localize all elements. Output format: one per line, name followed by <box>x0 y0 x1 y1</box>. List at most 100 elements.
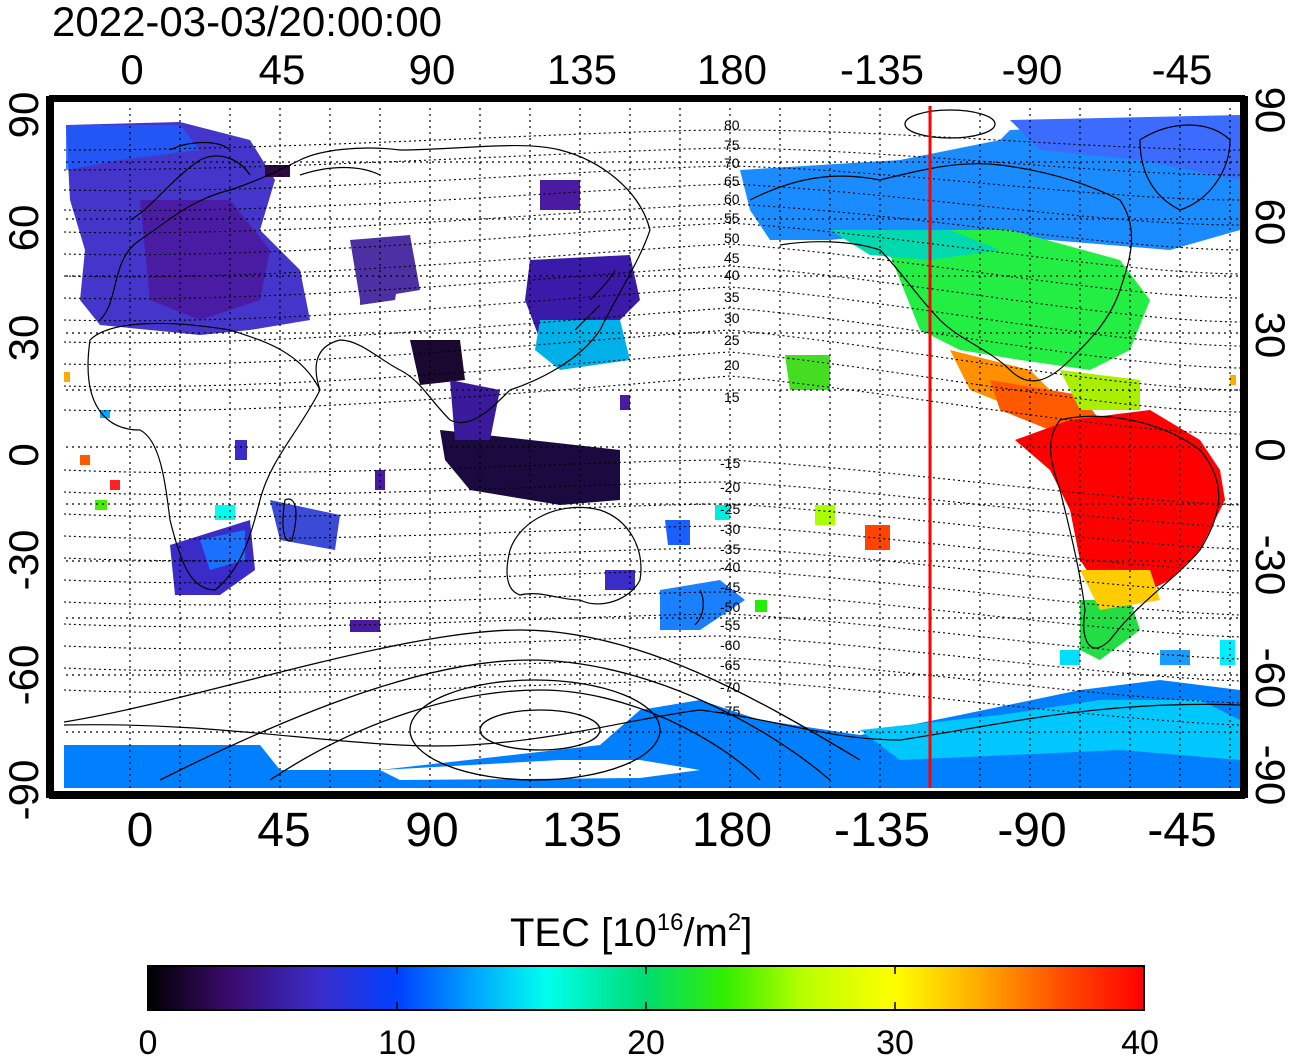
lon-tick-label: 0 <box>120 46 143 93</box>
lon-tick-label: 135 <box>547 46 617 93</box>
contour-label: 15 <box>724 389 740 405</box>
colorbar-label: TEC [1016/m2] <box>510 909 752 955</box>
tec-region-hawaii <box>785 355 830 390</box>
tec-region-malaysia <box>450 380 500 440</box>
lon-tick-label: 45 <box>259 46 306 93</box>
tec-region-siberia <box>350 235 420 305</box>
lat-tick-label: 60 <box>0 205 47 252</box>
lat-tick-label: 30 <box>1247 312 1294 359</box>
lon-tick-label: -90 <box>1002 46 1063 93</box>
tec-region-tasman <box>665 520 690 545</box>
contour-label: -60 <box>720 637 740 653</box>
lat-tick-label: -90 <box>1247 745 1294 806</box>
lon-tick-label: 180 <box>692 804 772 857</box>
lon-tick-label: 0 <box>127 804 154 857</box>
contour-label: -50 <box>720 599 740 615</box>
contour-label: -55 <box>720 617 740 633</box>
right-latitude-labels: 90 60 30 0 -30 -60 -90 <box>1247 87 1294 806</box>
lat-tick-label: -90 <box>0 760 47 821</box>
south-pole-contours <box>64 109 996 781</box>
contour-labels: 80 75 70 65 60 55 50 45 40 35 30 25 20 1… <box>720 117 740 719</box>
contour-label: -35 <box>720 541 740 557</box>
tec-region-patagonia <box>1080 600 1140 660</box>
contour-label: 40 <box>724 267 740 283</box>
colorbar-label-exp1: 16 <box>657 909 684 936</box>
contour-label: -30 <box>720 521 740 537</box>
colorbar-label-prefix: TEC [10 <box>510 911 657 955</box>
bottom-longitude-labels: 0 45 90 135 180 -135 -90 -45 <box>127 804 1217 857</box>
tec-region-usa-north <box>830 230 1000 260</box>
contour-label: 55 <box>724 210 740 226</box>
tec-region-south-america <box>1015 410 1225 600</box>
contour-label: 35 <box>724 289 740 305</box>
lat-tick-label: 30 <box>0 315 47 362</box>
colorbar-tick-label: 0 <box>139 1024 158 1057</box>
colorbar-label-exp2: 2 <box>728 909 741 936</box>
contour-label: -65 <box>720 657 740 673</box>
lat-tick-label: -30 <box>0 530 47 591</box>
lon-tick-label: -135 <box>840 46 924 93</box>
colorbar-tick-label: 20 <box>627 1024 665 1057</box>
colorbar-tick-labels: 0 10 20 30 40 <box>139 1024 1159 1057</box>
map-frame-top-bar <box>50 96 1244 102</box>
tec-region-new-zealand <box>660 580 745 630</box>
lon-tick-label: -135 <box>834 804 930 857</box>
lon-tick-label: 90 <box>405 804 458 857</box>
lat-tick-label: -60 <box>1247 648 1294 709</box>
lon-tick-label: -90 <box>997 804 1066 857</box>
magnetic-contours <box>64 129 1240 726</box>
tec-region-arctic-canada <box>1010 115 1240 180</box>
lon-tick-label: 180 <box>697 46 767 93</box>
tec-region-europe-inner <box>140 200 270 320</box>
contour-label: -40 <box>720 559 740 575</box>
map-timestamp: 2022-03-03/20:00:00 <box>52 0 442 45</box>
lon-tick-label: 135 <box>542 804 622 857</box>
lon-tick-label: -45 <box>1147 804 1216 857</box>
contour-label: 75 <box>724 137 740 153</box>
contour-label: 20 <box>724 357 740 373</box>
tec-region-argentina <box>1080 570 1160 610</box>
contour-label: -25 <box>720 501 740 517</box>
lon-tick-label: -45 <box>1152 46 1213 93</box>
lat-tick-label: 90 <box>1247 87 1294 134</box>
contour-label: -20 <box>720 479 740 495</box>
lat-tick-label: 0 <box>0 443 47 466</box>
contour-label: 25 <box>724 332 740 348</box>
tec-region-south-africa-inner <box>200 530 245 570</box>
contour-label: -75 <box>720 703 740 719</box>
contour-label: -15 <box>720 455 740 471</box>
tec-region-madagascar <box>270 500 340 550</box>
lat-tick-label: -30 <box>1247 535 1294 596</box>
contour-label: 30 <box>724 310 740 326</box>
contour-label: 45 <box>724 250 740 266</box>
lat-tick-label: -60 <box>0 645 47 706</box>
top-longitude-labels: 0 45 90 135 180 -135 -90 -45 <box>120 46 1212 93</box>
lat-tick-label: 90 <box>0 92 47 139</box>
colorbar-tick-label: 10 <box>378 1024 416 1057</box>
lat-tick-label: 0 <box>1247 438 1294 461</box>
tec-region-south-asia <box>410 340 465 385</box>
coastlines <box>64 124 1240 747</box>
contour-label: 65 <box>724 173 740 189</box>
contour-label: 80 <box>724 117 740 133</box>
left-latitude-labels: 90 60 30 0 -30 -60 -90 <box>0 92 47 821</box>
lon-tick-label: 45 <box>257 804 310 857</box>
tec-region-antarctic-white <box>380 760 700 780</box>
map-frame-bottom-bar <box>50 791 1244 797</box>
lon-tick-label: 90 <box>409 46 456 93</box>
colorbar-tick-label: 30 <box>876 1024 914 1057</box>
tec-region-north-scandinavia <box>66 125 200 170</box>
map-frame-right-bar <box>1240 96 1248 798</box>
contour-label: 50 <box>724 230 740 246</box>
colorbar-ticks <box>396 966 896 1010</box>
tec-region-antarctic-cyan <box>860 700 1240 760</box>
contour-label: -45 <box>720 579 740 595</box>
colorbar-tick-label: 40 <box>1121 1024 1159 1057</box>
colorbar-label-mid: /m <box>683 911 727 955</box>
lat-tick-label: 60 <box>1247 199 1294 246</box>
contour-label: -70 <box>720 679 740 695</box>
contour-label: 60 <box>724 191 740 207</box>
colorbar-label-suffix: ] <box>741 911 752 955</box>
contour-label: 70 <box>724 155 740 171</box>
